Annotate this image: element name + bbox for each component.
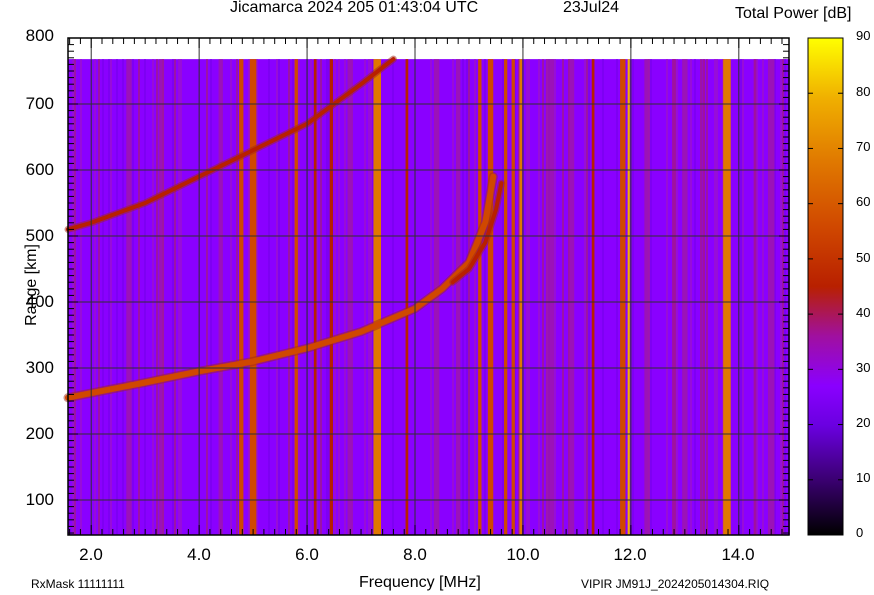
- colorbar-title: Total Power [dB]: [735, 5, 852, 22]
- colorbar-tick-label: 20: [856, 415, 871, 430]
- x-tick-label: 4.0: [187, 545, 211, 564]
- y-tick-label: 300: [25, 358, 54, 377]
- colorbar-tick-label: 40: [856, 305, 871, 320]
- file-info-label: VIPIR JM91J_2024205014304.RIQ: [581, 577, 770, 591]
- rxmask-label: RxMask 11111111: [31, 577, 125, 591]
- heatmap-plot-area: [63, 55, 790, 535]
- x-tick-label: 12.0: [613, 545, 647, 564]
- colorbar-tick-label: 60: [856, 194, 871, 209]
- chart-date: 23Jul24: [563, 0, 620, 16]
- colorbar-tick-label: 70: [856, 139, 871, 154]
- y-tick-label: 700: [25, 94, 54, 113]
- colorbar-tick-label: 30: [856, 360, 871, 375]
- colorbar-tick-label: 90: [856, 28, 871, 43]
- x-axis-label: Frequency [MHz]: [359, 574, 481, 591]
- y-tick-label: 800: [25, 26, 54, 45]
- colorbar-tick-label: 0: [856, 525, 864, 540]
- x-tick-label: 8.0: [403, 545, 427, 564]
- x-tick-label: 2.0: [79, 545, 103, 564]
- y-tick-label: 400: [25, 292, 54, 311]
- chart-title: Jicamarca 2024 205 01:43:04 UTC: [230, 0, 479, 16]
- x-tick-label: 10.0: [506, 545, 540, 564]
- colorbar-tick-label: 10: [856, 470, 871, 485]
- y-tick-label: 200: [25, 424, 54, 443]
- axes-frame: [67, 37, 790, 536]
- x-tick-label: 14.0: [721, 545, 755, 564]
- y-tick-label: 500: [25, 226, 54, 245]
- colorbar: [807, 37, 844, 536]
- y-tick-label: 600: [25, 160, 54, 179]
- colorbar-tick-label: 80: [856, 84, 871, 99]
- colorbar-tick-label: 50: [856, 250, 871, 265]
- x-tick-label: 6.0: [295, 545, 319, 564]
- y-tick-label: 100: [25, 490, 54, 509]
